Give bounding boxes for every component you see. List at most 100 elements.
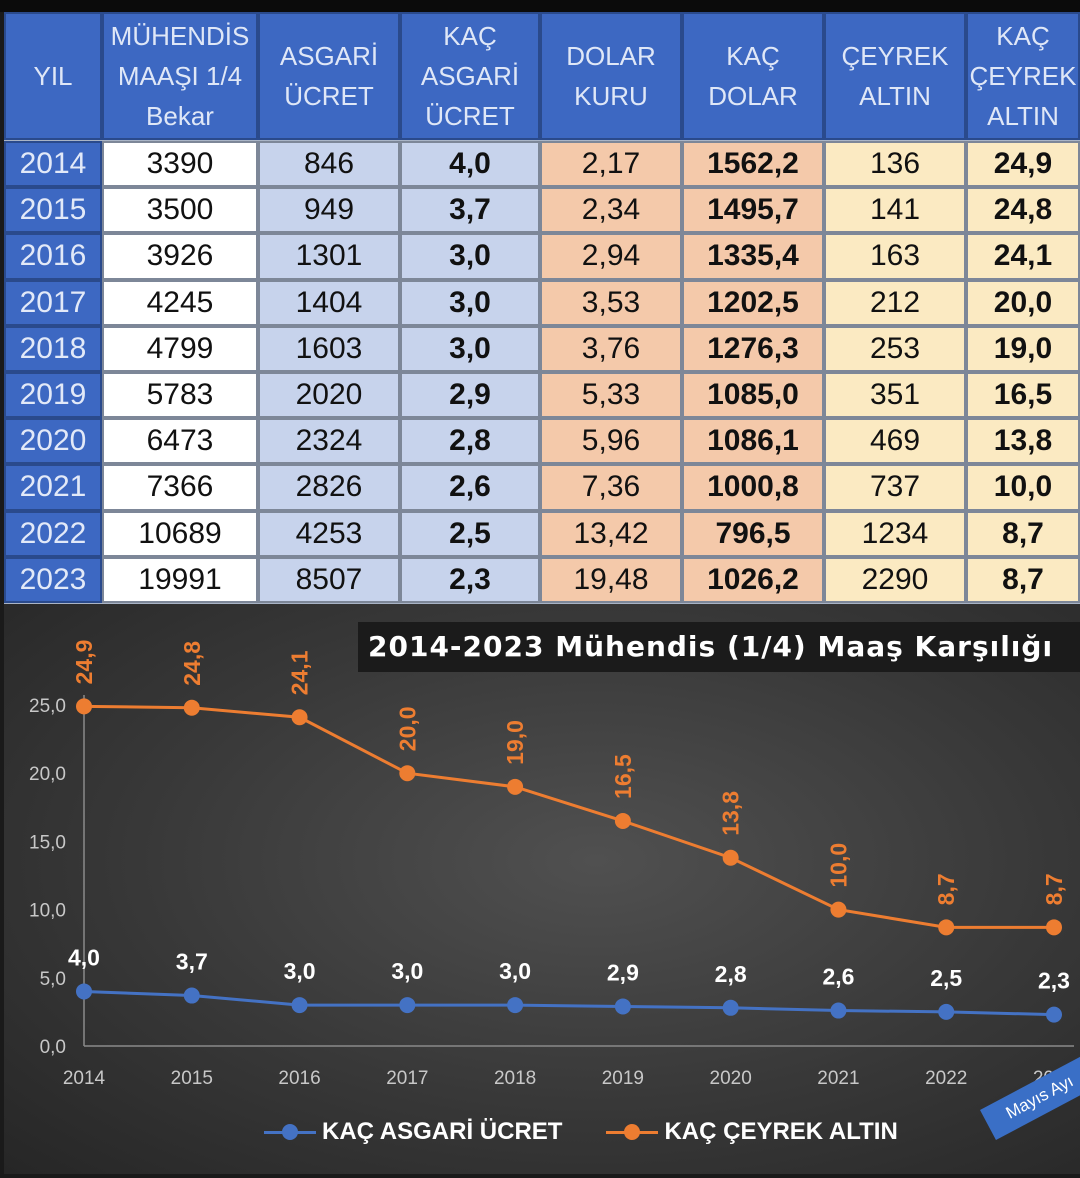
x-tick-label: 2014 — [63, 1068, 106, 1089]
series-line-asgari — [83, 989, 1055, 1017]
data-point — [1046, 1006, 1062, 1023]
y-tick-label: 15,0 — [29, 832, 66, 853]
header-line: DOLAR — [708, 81, 798, 111]
cell-dolar-kuru: 2,17 — [540, 141, 682, 188]
data-point — [722, 849, 739, 866]
header-line: ÇEYREK — [969, 61, 1077, 91]
top-bar — [0, 0, 1080, 12]
y-tick-label: 0,0 — [40, 1037, 66, 1058]
data-point — [830, 901, 847, 918]
data-label: 3,0 — [391, 958, 423, 984]
cell-ceyrek-altin: 212 — [824, 279, 966, 326]
cell-yil: 2021 — [4, 464, 102, 511]
cell-ceyrek-altin: 163 — [824, 233, 966, 280]
cell-yil: 2022 — [4, 510, 102, 557]
cell-ceyrek-altin: 1234 — [824, 510, 966, 557]
data-point — [614, 998, 631, 1015]
cell-yil: 2015 — [4, 187, 102, 234]
cell-muhendis-maasi: 3926 — [102, 233, 258, 280]
data-point — [399, 765, 416, 782]
cell-kac-dolar: 1086,1 — [682, 418, 824, 465]
cell-asgari-ucret: 8507 — [258, 556, 400, 603]
cell-dolar-kuru: 5,96 — [540, 418, 682, 465]
header-asgari-ucret: ASGARİ ÜCRET — [258, 12, 400, 140]
header-kac-asgari-ucret: KAÇ ASGARİ ÜCRET — [400, 12, 540, 140]
cell-muhendis-maasi: 7366 — [102, 464, 258, 511]
data-label: 2,3 — [1038, 968, 1070, 994]
data-point — [183, 987, 200, 1004]
legend-item-altin: KAÇ ÇEYREK ALTIN — [606, 1118, 898, 1146]
header-line: ALTIN — [859, 81, 931, 111]
cell-ceyrek-altin: 136 — [824, 141, 966, 188]
cell-kac-dolar: 1495,7 — [682, 187, 824, 234]
cell-kac-dolar: 1562,2 — [682, 141, 824, 188]
cell-kac-ceyrek-altin: 8,7 — [966, 556, 1080, 603]
y-tick-label: 10,0 — [29, 901, 66, 922]
y-tick-label: 20,0 — [29, 764, 66, 785]
legend-marker-asgari — [264, 1123, 316, 1140]
cell-asgari-ucret: 4253 — [258, 510, 400, 557]
legend-marker-altin — [606, 1123, 659, 1140]
data-label: 24,9 — [71, 640, 97, 685]
cell-kac-ceyrek-altin: 13,8 — [966, 418, 1080, 465]
cell-muhendis-maasi: 5783 — [102, 372, 258, 419]
header-line: Bekar — [146, 101, 214, 131]
cell-yil: 2020 — [4, 418, 102, 465]
legend-item-asgari: KAÇ ASGARİ ÜCRET — [264, 1118, 562, 1146]
cell-kac-asgari-ucret: 3,7 — [400, 187, 540, 234]
data-label: 19,0 — [502, 720, 528, 765]
data-label: 2,6 — [822, 964, 854, 990]
data-point — [76, 983, 92, 1000]
cell-kac-ceyrek-altin: 16,5 — [966, 372, 1080, 419]
header-line: KAÇ — [996, 21, 1050, 51]
cell-kac-asgari-ucret: 2,3 — [400, 556, 540, 603]
cell-kac-ceyrek-altin: 10,0 — [966, 464, 1080, 511]
data-label: 2,8 — [715, 961, 747, 987]
cell-kac-ceyrek-altin: 19,0 — [966, 325, 1080, 372]
cell-dolar-kuru: 7,36 — [540, 464, 682, 511]
cell-yil: 2023 — [4, 556, 102, 603]
x-tick-label: 2018 — [494, 1068, 536, 1089]
cell-ceyrek-altin: 469 — [824, 418, 966, 465]
header-line: ÜCRET — [284, 81, 374, 111]
cell-kac-dolar: 1085,0 — [682, 372, 824, 419]
cell-muhendis-maasi: 3500 — [102, 187, 258, 234]
header-line: KAÇ — [726, 41, 780, 71]
cell-ceyrek-altin: 2290 — [824, 556, 966, 603]
header-kac-dolar: KAÇ DOLAR — [682, 12, 824, 140]
header-line: YIL — [33, 61, 73, 91]
data-label: 2,5 — [930, 965, 962, 991]
cell-muhendis-maasi: 19991 — [102, 556, 258, 603]
cell-asgari-ucret: 2826 — [258, 464, 400, 511]
cell-muhendis-maasi: 6473 — [102, 418, 258, 465]
data-point — [291, 997, 308, 1014]
header-line: ASGARİ — [420, 61, 520, 91]
data-label: 13,8 — [718, 791, 744, 836]
cell-muhendis-maasi: 4245 — [102, 279, 258, 326]
cell-dolar-kuru: 19,48 — [540, 556, 682, 603]
cell-kac-dolar: 1202,5 — [682, 279, 824, 326]
data-point — [614, 812, 631, 829]
series-line-altin — [83, 704, 1054, 929]
cell-yil: 2017 — [4, 279, 102, 326]
cell-yil: 2019 — [4, 372, 102, 419]
header-line: ÜCRET — [425, 101, 515, 131]
cell-asgari-ucret: 2020 — [258, 372, 400, 419]
data-point — [291, 709, 308, 726]
chart-title-box: 2014-2023 Mühendis (1/4) Maaş Karşılığı — [358, 622, 1080, 672]
header-line: ÇEYREK — [841, 41, 949, 71]
data-point — [830, 1002, 847, 1019]
header-dolar-kuru: DOLAR KURU — [540, 12, 682, 140]
data-label: 3,0 — [499, 958, 531, 984]
cell-kac-dolar: 1276,3 — [682, 325, 824, 372]
cell-dolar-kuru: 2,34 — [540, 187, 682, 234]
cell-asgari-ucret: 1404 — [258, 279, 400, 326]
cell-ceyrek-altin: 141 — [824, 187, 966, 234]
cell-yil: 2018 — [4, 325, 102, 372]
header-line: MAAŞI 1/4 — [117, 61, 243, 91]
cell-ceyrek-altin: 351 — [824, 372, 966, 419]
cell-kac-dolar: 796,5 — [682, 510, 824, 557]
header-line: DOLAR — [566, 41, 656, 71]
cell-asgari-ucret: 1603 — [258, 325, 400, 372]
header-yil: YIL — [4, 12, 102, 140]
